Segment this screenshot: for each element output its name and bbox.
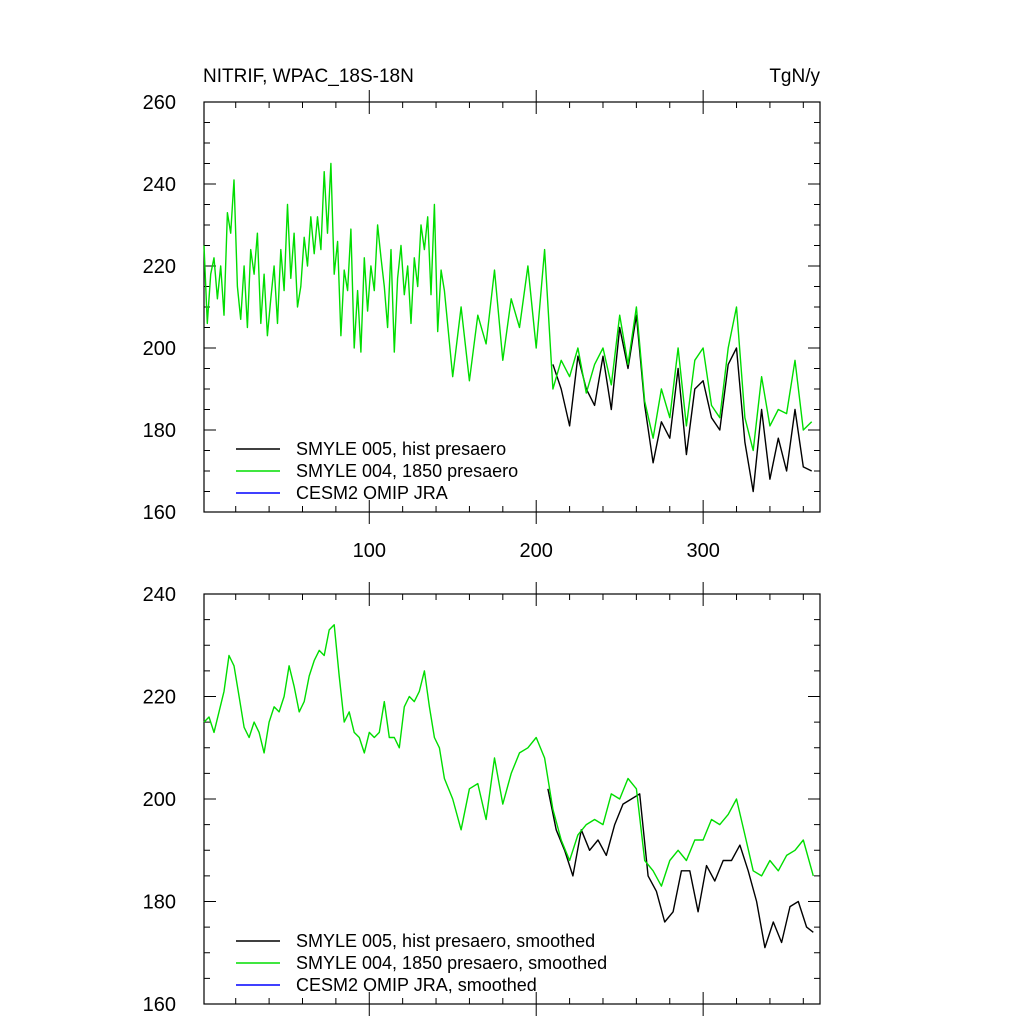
x-tick-label: 300 [686,540,719,562]
chart-title-left: NITRIF, WPAC_18S-18N [203,66,414,87]
legend-label: SMYLE 005, hist presaero [296,439,506,459]
y-tick-label: 240 [143,584,176,606]
y-tick-label: 260 [143,92,176,114]
bottom-axis-tick-labels: 160 180 200 220 240 [143,584,176,1016]
top-axis-tick-labels: 160 180 200 220 240 260 100 200 300 [143,92,720,562]
y-tick-label: 160 [143,994,176,1016]
y-tick-label: 240 [143,174,176,196]
top-panel: NITRIF, WPAC_18S-18N TgN/y 160 180 200 220 2… [143,66,821,562]
x-tick-label: 200 [520,540,553,562]
bottom-axis-ticks [204,582,820,1016]
series-line-1 [203,624,814,887]
series-line-0 [552,314,813,493]
legend-label: SMYLE 004, 1850 presaero [296,461,518,481]
y-tick-label: 200 [143,338,176,360]
y-tick-label: 160 [143,502,176,524]
series-line-1 [203,162,813,452]
y-tick-label: 180 [143,892,176,914]
legend-label: CESM2 OMIP JRA [296,483,448,503]
bottom-series-lines [203,624,814,949]
y-tick-label: 220 [143,687,176,709]
bottom-legend: SMYLE 005, hist presaero, smoothedSMYLE … [236,931,607,995]
top-series-lines [203,162,813,493]
y-tick-label: 200 [143,789,176,811]
top-axis-ticks [204,90,820,524]
chart-units-label: TgN/y [769,66,820,87]
y-tick-label: 180 [143,420,176,442]
x-tick-label: 100 [353,540,386,562]
series-line-0 [547,788,814,949]
legend-label: SMYLE 005, hist presaero, smoothed [296,931,595,951]
legend-label: CESM2 OMIP JRA, smoothed [296,975,537,995]
bottom-panel: 160 180 200 220 240 SMYLE 005, hist presaero… [143,582,821,1016]
legend-label: SMYLE 004, 1850 presaero, smoothed [296,953,607,973]
y-tick-label: 220 [143,256,176,278]
